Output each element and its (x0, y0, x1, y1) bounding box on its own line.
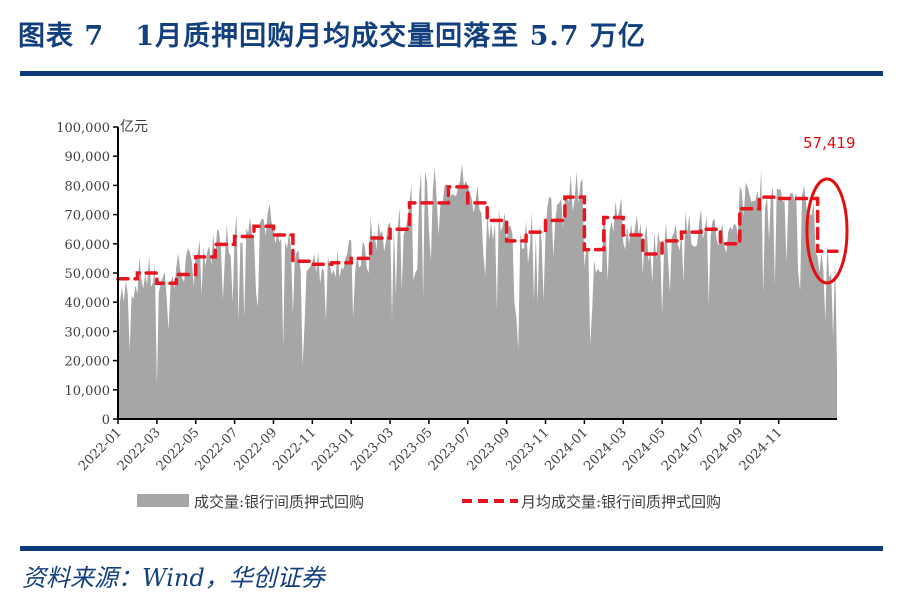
daily-volume-area (118, 163, 837, 419)
y-tick-label: 60,000 (65, 238, 111, 253)
y-tick-label: 0 (102, 413, 110, 428)
legend-swatch-area (137, 494, 189, 507)
annotation-label: 57,419 (803, 134, 856, 152)
y-tick-label: 70,000 (65, 209, 111, 224)
y-tick-label: 20,000 (65, 355, 111, 370)
volume-area (118, 163, 837, 419)
y-tick-label: 50,000 (65, 267, 111, 282)
legend-label-area: 成交量:银行间质押式回购 (194, 493, 364, 511)
average-step-line (116, 185, 839, 285)
y-tick-label: 100,000 (56, 121, 110, 136)
y-axis-unit: 亿元 (120, 119, 148, 135)
chart: 0 10,000 20,000 30,000 40,000 50,000 60,000 70,… (56, 119, 856, 511)
y-tick-label: 30,000 (65, 325, 111, 340)
highlight-ellipse (805, 177, 849, 285)
source-note: 资料来源：Wind，华创证券 (22, 564, 325, 592)
legend-label-avg: 月均成交量:银行间质押式回购 (521, 493, 721, 511)
x-tick-label: 2024-11 (737, 425, 786, 474)
figure-title: 图表 7 1月质押回购月均成交量回落至 5.7 万亿 (18, 21, 646, 52)
y-tick-label: 90,000 (65, 150, 111, 165)
legend: 成交量:银行间质押式回购 月均成交量:银行间质押式回购 (137, 493, 721, 511)
y-tick-label: 10,000 (65, 384, 111, 399)
bottom-divider (20, 546, 883, 551)
y-tick-label: 80,000 (65, 179, 111, 194)
top-divider (20, 71, 883, 76)
y-tick-label: 40,000 (65, 296, 111, 311)
monthly-average-line (116, 185, 839, 285)
